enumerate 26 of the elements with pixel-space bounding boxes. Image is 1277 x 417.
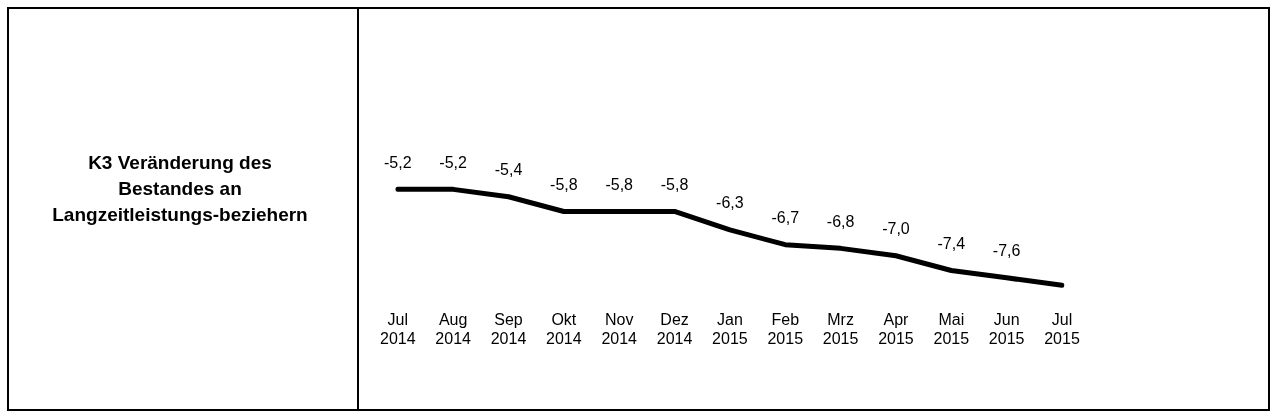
data-label: -7,4 [937, 234, 966, 252]
x-tick-label: Dez 2014 [656, 310, 693, 347]
x-tick-label: Aug 2014 [435, 310, 472, 347]
x-tick-label: Nov 2014 [601, 310, 638, 347]
data-label: -5,8 [550, 175, 578, 193]
x-tick-label: Mai 2015 [933, 310, 970, 347]
data-label: -7,6 [992, 242, 1021, 260]
data-label: -5,8 [660, 175, 689, 193]
data-label: -5,2 [439, 153, 468, 171]
x-tick-label: Mrz 2015 [822, 310, 859, 347]
data-label: -6,3 [716, 194, 744, 212]
data-label: -5,4 [494, 161, 523, 179]
data-label: -5,8 [605, 175, 634, 193]
x-tick-label: Jun 2015 [988, 310, 1025, 347]
x-tick-label: Apr 2015 [878, 310, 914, 347]
data-label: -5,2 [384, 153, 412, 171]
x-tick-label: Jul 2014 [380, 310, 416, 347]
x-tick-label: Okt 2014 [546, 310, 582, 347]
data-label: -6,8 [826, 212, 855, 230]
data-label: -6,7 [771, 209, 800, 227]
text: K3 Veränderung des Bestandes an Langzeitleistungs-beziehern [51, 151, 309, 227]
data-label: -7,0 [882, 220, 910, 238]
x-tick-label: Jan 2015 [712, 310, 748, 347]
x-tick-label: Sep 2014 [490, 310, 527, 347]
x-tick-label: Feb 2015 [767, 310, 804, 347]
x-tick-label: Jul 2015 [1044, 310, 1080, 347]
